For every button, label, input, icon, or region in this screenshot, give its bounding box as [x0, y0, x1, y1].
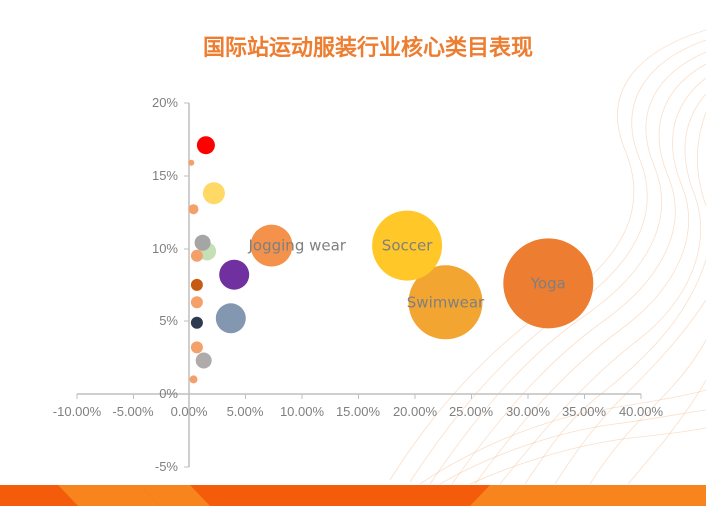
footer-stripe	[58, 485, 160, 506]
bubble-jogging-wear	[250, 224, 293, 267]
chart-title: 国际站运动服装行业核心类目表现	[202, 36, 533, 61]
y-tick-label: 15%	[152, 168, 178, 183]
bubble	[194, 234, 211, 251]
footer-stripe	[140, 485, 210, 506]
bubble	[219, 259, 250, 290]
x-tick-label: 35.00%	[562, 404, 607, 419]
bubble	[190, 341, 203, 354]
x-axis: -10.00% -5.00% 0.00% 5.00% 10.00% 15.00%…	[53, 393, 664, 419]
bubble	[189, 375, 198, 384]
bubble-label: Soccer	[382, 237, 433, 255]
y-tick-label: 10%	[152, 241, 178, 256]
y-tick-label: 0%	[159, 386, 178, 401]
bubble-label: Swimwear	[407, 293, 485, 311]
x-tick-label: 40.00%	[619, 404, 664, 419]
y-tick-label: 20%	[152, 95, 178, 110]
bubble	[202, 182, 225, 205]
bubble-labels: Jogging wear Soccer Swimwear Yoga	[248, 237, 566, 312]
footer-stripe	[470, 485, 706, 506]
bubble-soccer	[372, 210, 443, 281]
bubble-series	[188, 136, 594, 384]
bubble-swimwear	[408, 265, 483, 340]
footer-band	[0, 485, 706, 506]
bubble	[190, 296, 203, 309]
bubble-label: Yoga	[530, 274, 566, 292]
bubble	[190, 316, 203, 329]
bubble	[215, 303, 246, 334]
bubble-yoga	[503, 238, 594, 329]
x-tick-label: 15.00%	[336, 404, 381, 419]
x-tick-label: 30.00%	[506, 404, 551, 419]
bubble-label: Jogging wear	[248, 237, 347, 255]
bubble	[190, 278, 203, 291]
bubble	[188, 159, 195, 166]
bubble	[190, 249, 203, 262]
x-tick-label: -10.00%	[53, 404, 102, 419]
x-tick-label: 5.00%	[227, 404, 264, 419]
x-tick-label: 20.00%	[393, 404, 438, 419]
y-tick-label: 5%	[159, 313, 178, 328]
bubble	[196, 136, 215, 155]
bubble	[188, 204, 199, 215]
decorative-contour-lines	[389, 29, 706, 485]
x-tick-label: 10.00%	[280, 404, 325, 419]
x-tick-label: -5.00%	[112, 404, 154, 419]
x-tick-label: 25.00%	[449, 404, 494, 419]
y-axis: -5% 0% 5% 10% 15% 20%	[152, 95, 190, 474]
bubble	[195, 352, 212, 369]
y-tick-label: -5%	[155, 459, 179, 474]
